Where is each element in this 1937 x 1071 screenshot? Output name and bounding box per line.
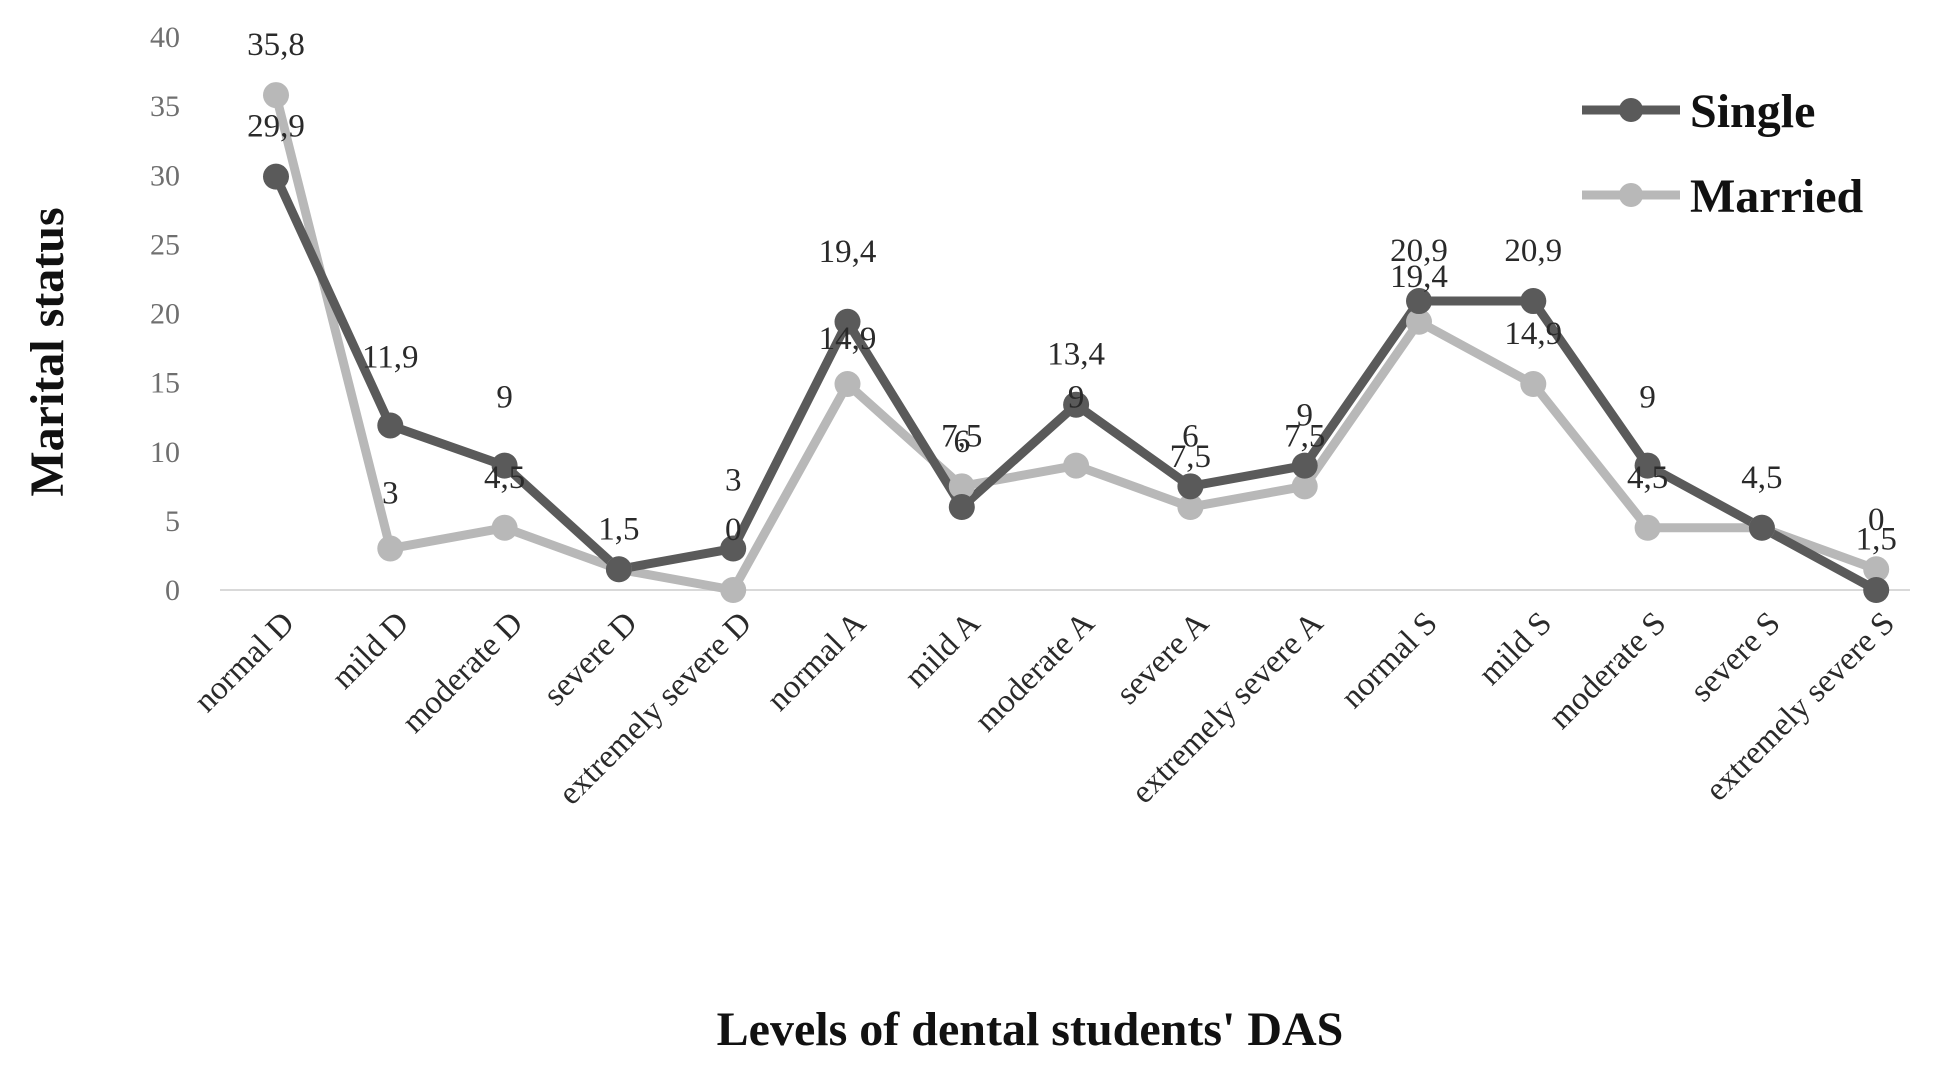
data-point-single bbox=[1406, 288, 1432, 315]
data-label-married: 9 bbox=[1068, 380, 1085, 416]
data-point-married bbox=[1063, 452, 1090, 479]
y-tick-label: 20 bbox=[150, 298, 180, 331]
data-label-married: 14,9 bbox=[819, 321, 877, 357]
data-label-single: 9 bbox=[1639, 380, 1656, 416]
x-tick-label: normal D bbox=[187, 605, 301, 719]
data-point-married bbox=[834, 371, 861, 398]
legend-item-married: Married bbox=[1582, 170, 1864, 223]
data-label-married: 1,5 bbox=[1856, 521, 1897, 557]
data-point-married bbox=[1520, 371, 1547, 398]
x-tick-label: extremely severe S bbox=[1699, 605, 1902, 808]
data-point-single bbox=[948, 494, 975, 521]
x-tick-label: severe S bbox=[1684, 605, 1788, 709]
y-axis-ticks: 0 5 10 15 20 25 30 35 40 bbox=[150, 21, 180, 607]
data-point-married bbox=[1863, 556, 1890, 583]
data-point-married bbox=[720, 577, 747, 603]
legend-swatch-single-marker bbox=[1619, 98, 1643, 122]
data-label-married: 7,5 bbox=[1170, 439, 1211, 475]
y-tick-label: 0 bbox=[165, 574, 180, 607]
data-point-married bbox=[377, 535, 404, 562]
legend-label-married: Married bbox=[1690, 170, 1864, 223]
x-axis-title: Levels of dental students' DAS bbox=[717, 1003, 1344, 1056]
data-label-married: 7,5 bbox=[941, 418, 982, 454]
data-point-single bbox=[1748, 514, 1775, 541]
data-label-single: 3 bbox=[725, 463, 742, 499]
data-point-married bbox=[1177, 494, 1204, 521]
legend: Single Married bbox=[1582, 85, 1864, 223]
x-tick-label: mild A bbox=[898, 605, 988, 695]
data-label-single: 4,5 bbox=[1741, 460, 1782, 496]
x-tick-label: moderate S bbox=[1542, 605, 1673, 736]
data-label-single: 20,9 bbox=[1504, 233, 1562, 269]
data-point-single bbox=[1520, 288, 1547, 315]
x-tick-label: mild S bbox=[1472, 605, 1559, 692]
data-point-married bbox=[948, 473, 975, 500]
data-label-single: 11,9 bbox=[362, 339, 419, 375]
data-point-married bbox=[1634, 514, 1661, 541]
data-label-married: 4,5 bbox=[1627, 460, 1668, 496]
x-tick-label: mild D bbox=[325, 605, 416, 696]
legend-label-single: Single bbox=[1690, 85, 1815, 138]
data-point-married bbox=[263, 82, 289, 109]
data-label-married: 0 bbox=[725, 512, 742, 548]
x-tick-label: normal A bbox=[760, 605, 873, 718]
y-tick-label: 30 bbox=[150, 159, 180, 192]
y-tick-label: 40 bbox=[150, 21, 180, 54]
data-label-married: 35,8 bbox=[247, 27, 305, 63]
data-label-single: 0 bbox=[1868, 502, 1885, 538]
x-tick-label: extremely severe D bbox=[552, 605, 759, 812]
data-point-single bbox=[834, 308, 861, 335]
data-labels: 29,9 11,9 9 1,5 3 19,4 6 13,4 6 9 20,9 20,9 9 4,5 0 35,… bbox=[247, 27, 1897, 557]
data-label-single: 9 bbox=[1296, 398, 1313, 434]
data-label-married: 4,5 bbox=[484, 460, 525, 496]
legend-swatch-married-marker bbox=[1619, 183, 1643, 207]
data-label-single: 1,5 bbox=[598, 511, 639, 547]
y-tick-label: 10 bbox=[150, 436, 180, 469]
y-axis-title: Marital status bbox=[21, 207, 74, 496]
y-tick-label: 15 bbox=[150, 367, 180, 400]
data-point-single bbox=[1291, 452, 1318, 479]
data-label-married: 19,4 bbox=[1390, 259, 1448, 295]
data-label-married: 7,5 bbox=[1284, 418, 1325, 454]
y-tick-label: 5 bbox=[165, 505, 180, 538]
data-label-single: 19,4 bbox=[819, 234, 877, 270]
x-tick-label: moderate D bbox=[395, 605, 530, 740]
data-label-single: 9 bbox=[496, 380, 513, 416]
x-tick-label: severe D bbox=[537, 605, 645, 713]
legend-item-single: Single bbox=[1582, 85, 1815, 138]
data-point-single bbox=[491, 452, 518, 479]
data-label-married: 14,9 bbox=[1504, 316, 1562, 352]
data-label-married: 3 bbox=[382, 476, 399, 512]
y-tick-label: 25 bbox=[150, 228, 180, 261]
data-label-single: 20,9 bbox=[1390, 233, 1448, 269]
data-point-single bbox=[605, 556, 632, 583]
data-point-single bbox=[1634, 452, 1661, 479]
data-label-single: 13,4 bbox=[1047, 337, 1105, 373]
series-points bbox=[263, 82, 1890, 603]
data-point-single bbox=[263, 163, 289, 190]
data-point-single bbox=[377, 412, 404, 439]
x-tick-label: severe A bbox=[1110, 605, 1217, 712]
data-label-single: 29,9 bbox=[247, 109, 305, 145]
y-tick-label: 35 bbox=[150, 90, 180, 123]
data-point-single bbox=[720, 535, 747, 562]
data-point-single bbox=[1863, 577, 1890, 603]
data-label-single: 6 bbox=[954, 424, 971, 460]
data-point-single bbox=[1177, 473, 1204, 500]
x-tick-label: normal S bbox=[1334, 605, 1444, 715]
data-point-married bbox=[1406, 308, 1432, 335]
data-point-married bbox=[491, 514, 518, 541]
x-tick-label: extremely severe A bbox=[1125, 605, 1331, 811]
x-tick-label: moderate A bbox=[968, 605, 1102, 739]
data-point-single bbox=[1063, 391, 1090, 418]
data-label-single: 6 bbox=[1182, 418, 1199, 454]
data-point-married bbox=[1291, 473, 1318, 500]
